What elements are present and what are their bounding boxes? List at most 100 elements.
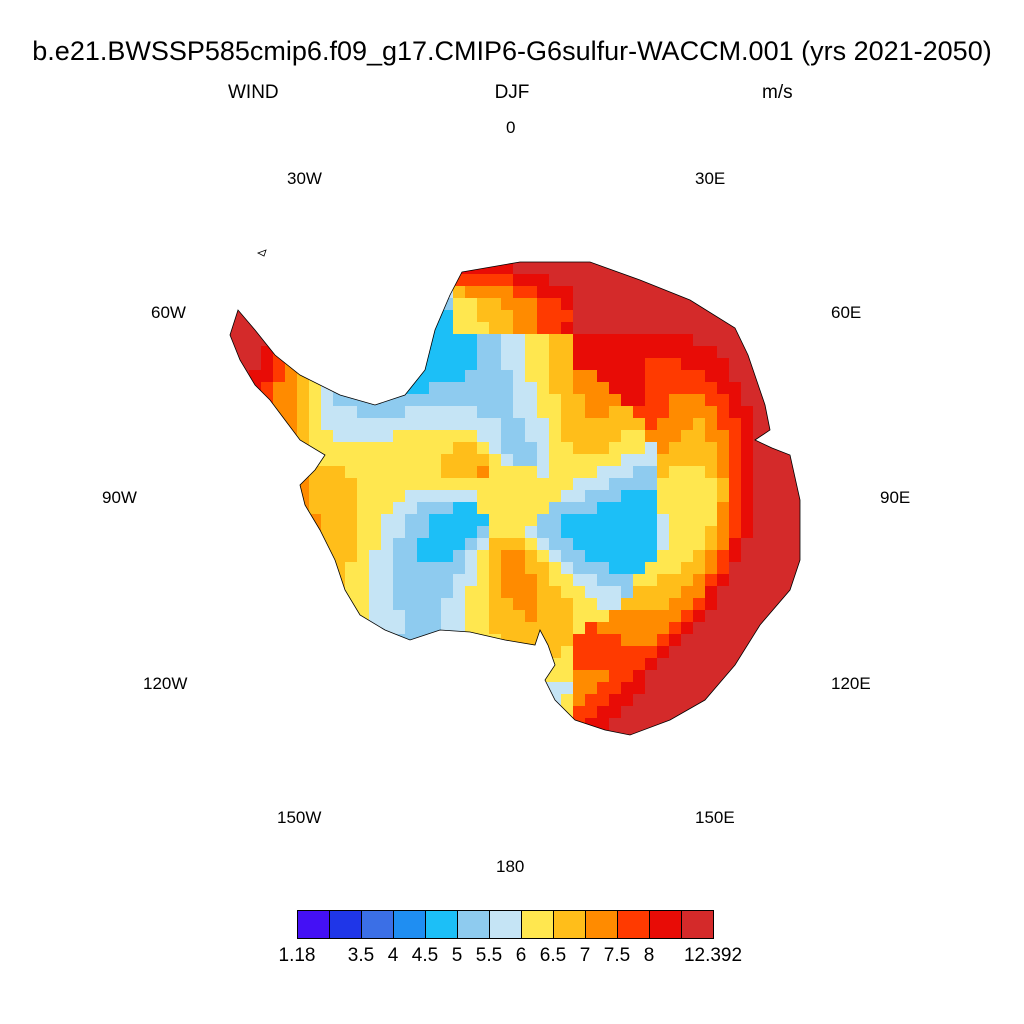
wind-cell (801, 466, 814, 479)
wind-cell (597, 658, 610, 671)
wind-cell (681, 538, 694, 551)
wind-cell (705, 418, 718, 431)
wind-cell (501, 478, 514, 491)
wind-cell (645, 442, 658, 455)
wind-cell (669, 742, 682, 755)
wind-cell (477, 598, 490, 611)
wind-cell (573, 286, 586, 299)
wind-cell (321, 418, 334, 431)
wind-cell (297, 538, 310, 551)
wind-cell (585, 742, 598, 755)
wind-cell (729, 682, 742, 695)
wind-cell (621, 430, 634, 443)
wind-cell (597, 358, 610, 371)
wind-cell (309, 646, 322, 659)
wind-cell (669, 394, 682, 407)
wind-cell (645, 634, 658, 647)
wind-cell (441, 478, 454, 491)
wind-cell (309, 346, 322, 359)
wind-cell (453, 346, 466, 359)
wind-cell (501, 586, 514, 599)
wind-cell (693, 610, 706, 623)
wind-cell (441, 658, 454, 671)
wind-cell (453, 418, 466, 431)
wind-cell (633, 466, 646, 479)
wind-cell (261, 646, 274, 659)
wind-cell (333, 598, 346, 611)
wind-cell (705, 574, 718, 587)
wind-cell (297, 346, 310, 359)
wind-cell (549, 382, 562, 395)
wind-cell (357, 706, 370, 719)
wind-cell (237, 634, 250, 647)
wind-cell (381, 502, 394, 515)
wind-cell (285, 286, 298, 299)
wind-cell (441, 298, 454, 311)
wind-cell (657, 262, 670, 275)
wind-cell (405, 430, 418, 443)
wind-cell (381, 418, 394, 431)
wind-cell (525, 670, 538, 683)
wind-cell (561, 730, 574, 735)
wind-cell (453, 334, 466, 347)
wind-cell (801, 706, 814, 719)
wind-cell (657, 430, 670, 443)
wind-cell (633, 694, 646, 707)
wind-cell (369, 370, 382, 383)
wind-cell (753, 718, 766, 731)
wind-cell (645, 538, 658, 551)
wind-cell (345, 646, 358, 659)
wind-cell (465, 406, 478, 419)
wind-cell (525, 742, 538, 755)
wind-cell (777, 382, 790, 395)
wind-cell (609, 466, 622, 479)
wind-cell (693, 430, 706, 443)
wind-cell (705, 358, 718, 371)
wind-cell (501, 718, 514, 731)
wind-cell (765, 538, 778, 551)
wind-cell (789, 382, 800, 395)
wind-cell (561, 670, 574, 683)
wind-cell (237, 562, 250, 575)
wind-cell (345, 358, 358, 371)
wind-cell (501, 322, 514, 335)
lon-label-120e: 120E (831, 674, 871, 693)
wind-cell (597, 442, 610, 455)
wind-cell (645, 322, 658, 335)
wind-cell (417, 538, 430, 551)
wind-cell (597, 670, 610, 683)
wind-cell (273, 622, 286, 635)
wind-cell (765, 730, 778, 735)
wind-cell (465, 610, 478, 623)
wind-cell (693, 670, 706, 683)
wind-cell (477, 742, 490, 755)
wind-cell (597, 634, 610, 647)
wind-cell (441, 610, 454, 623)
wind-cell (753, 262, 766, 263)
wind-cell (285, 322, 298, 335)
wind-cell (261, 466, 274, 479)
wind-cell (597, 694, 610, 707)
lon-label-90e: 90E (880, 488, 911, 507)
wind-cell (561, 418, 574, 431)
wind-cell (453, 718, 466, 731)
wind-cell (765, 322, 778, 335)
wind-cell (633, 442, 646, 455)
wind-cell (333, 514, 346, 527)
wind-cell (465, 730, 478, 735)
wind-cell (597, 742, 610, 755)
wind-cell (573, 334, 586, 347)
wind-cell (693, 334, 706, 347)
wind-cell (753, 586, 766, 599)
wind-cell (230, 346, 238, 359)
wind-cell (753, 706, 766, 719)
wind-cell (765, 634, 778, 647)
wind-cell (405, 610, 418, 623)
wind-cell (429, 382, 442, 395)
wind-cell (729, 514, 742, 527)
wind-cell (633, 670, 646, 683)
wind-cell (573, 454, 586, 467)
wind-cell (357, 490, 370, 503)
wind-cell (285, 310, 298, 323)
wind-cell (297, 298, 310, 311)
